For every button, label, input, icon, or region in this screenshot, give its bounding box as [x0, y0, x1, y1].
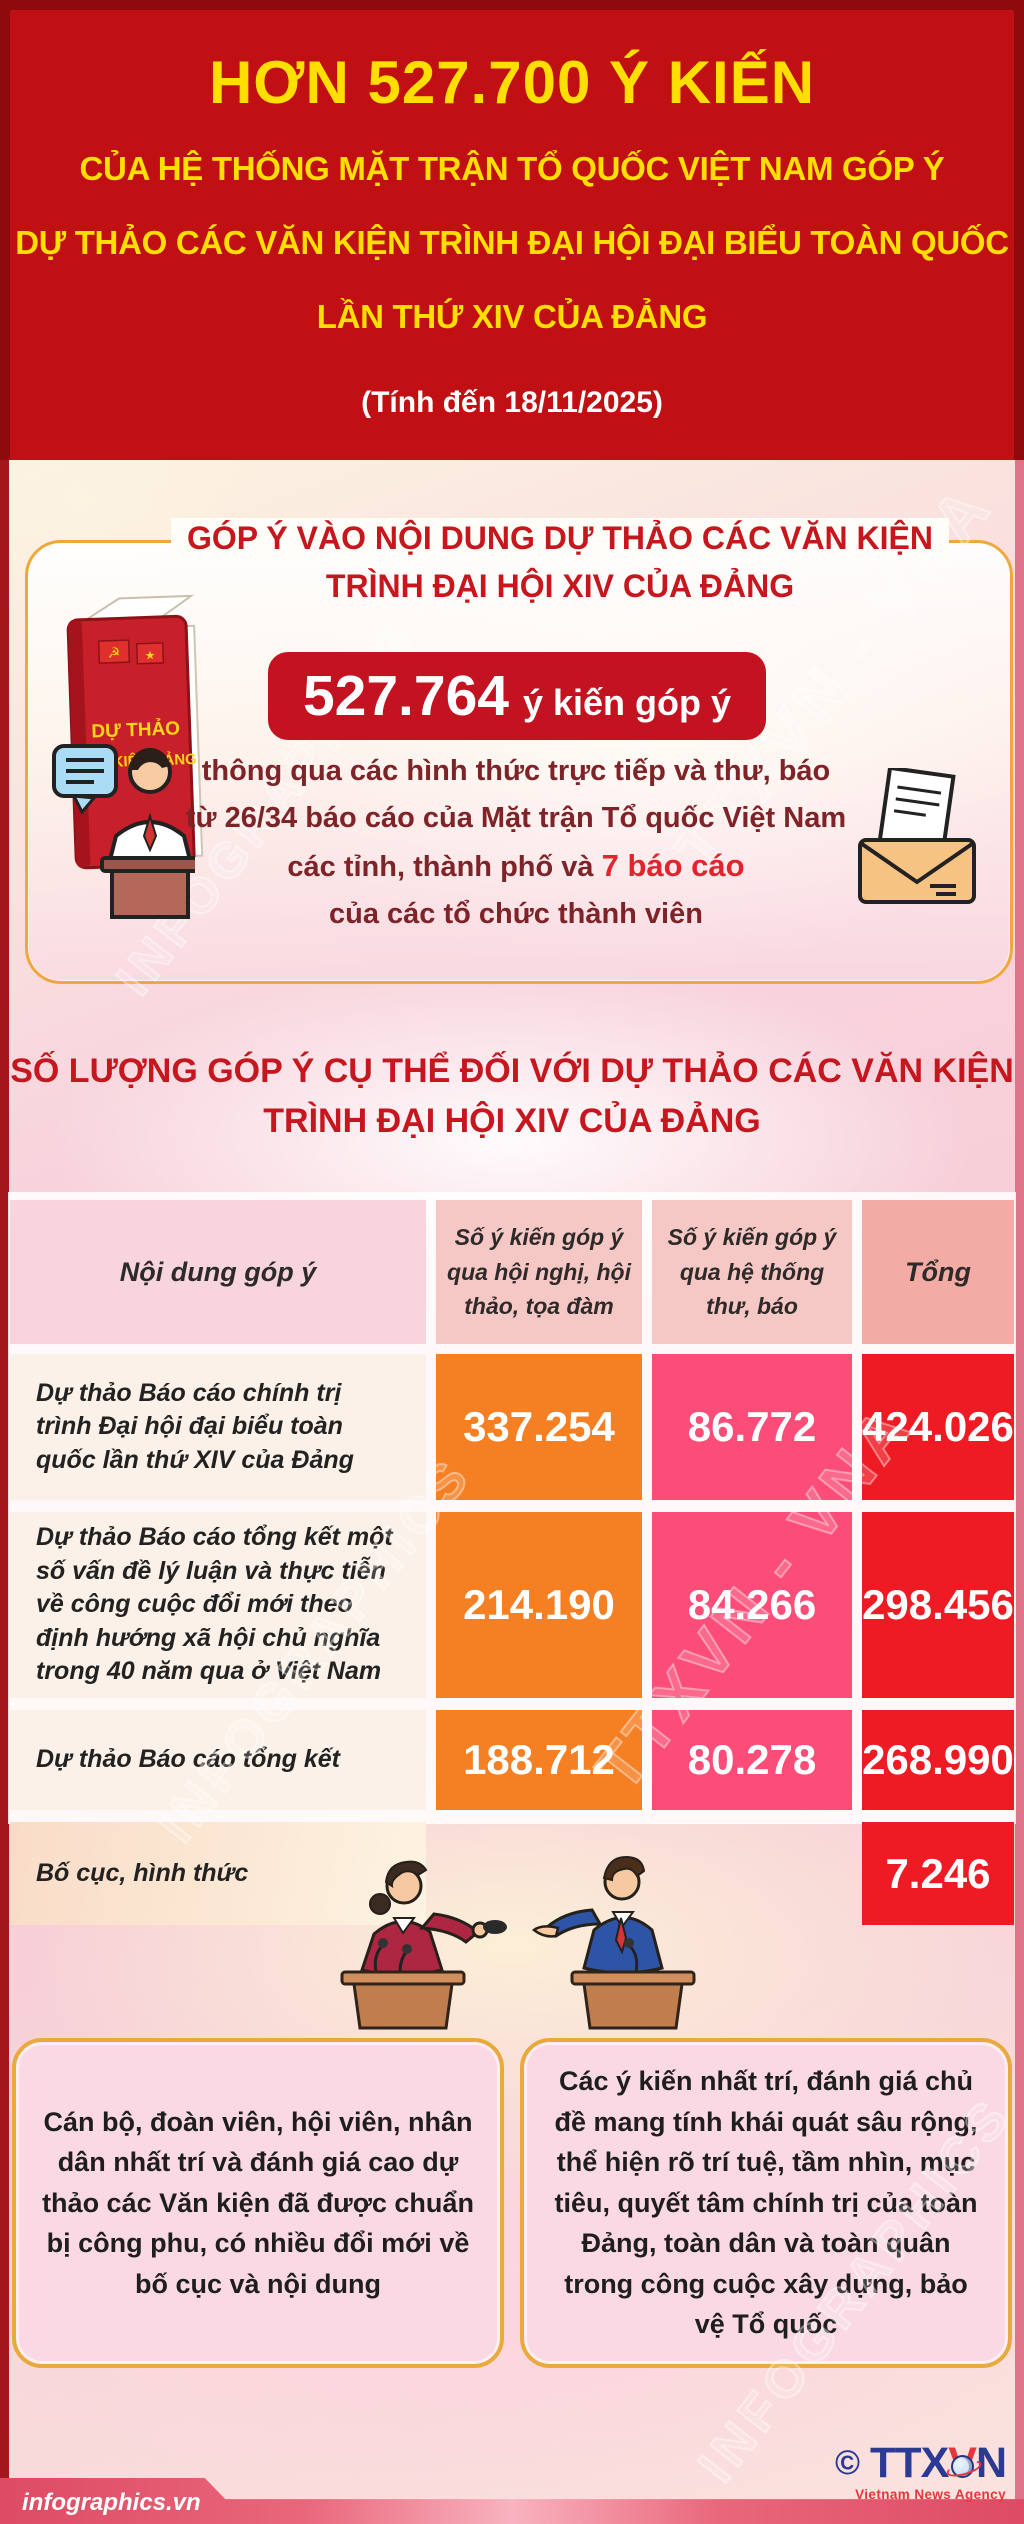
table-row-value-conference: 214.190 [436, 1512, 642, 1698]
table-row-value-total: 7.246 [862, 1822, 1014, 1925]
speaker-at-podium-icon [52, 744, 195, 919]
summary-description: thông qua các hình thức trực tiếp và thư… [148, 748, 884, 938]
highlight-7-reports: 7 báo cáo [601, 848, 745, 883]
svg-text:DỰ THẢO: DỰ THẢO [91, 717, 180, 742]
site-name: infographics.vn [22, 2489, 201, 2516]
logo-subtitle: Vietnam News Agency [855, 2487, 1006, 2502]
main-title: HƠN 527.700 Ý KIẾN [208, 49, 816, 116]
globe-icon [951, 2455, 975, 2478]
subtitle-line-1: CỦA HỆ THỐNG MẶT TRẬN TỔ QUỐC VIỆT NAM G… [79, 150, 945, 187]
date-note: (Tính đến 18/11/2025) [361, 386, 663, 419]
summary-desc-line-4: của các tổ chức thành viên [329, 898, 703, 930]
table-row-value-total: 268.990 [862, 1710, 1014, 1810]
mail-envelope-icon [858, 768, 976, 904]
svg-text:★: ★ [145, 648, 156, 662]
total-count-label: ý kiến góp ý [522, 682, 732, 723]
column-header-content: Nội dung góp ý [10, 1200, 426, 1344]
header-inner-panel [10, 10, 1014, 460]
table-row-value-mail: 80.278 [652, 1710, 852, 1810]
summary-title-line-2: TRÌNH ĐẠI HỘI XIV CỦA ĐẢNG [325, 568, 795, 604]
conclusion-text-right: Các ý kiến nhất trí, đánh giá chủ đề man… [554, 2066, 978, 2340]
table-row-value-total: 298.456 [862, 1512, 1014, 1698]
ttxvn-logo: © TTXVN Vietnam News Agency [834, 2439, 1007, 2503]
table-row-value-mail: 84.266 [652, 1512, 852, 1698]
table-row-value-conference: 188.712 [436, 1710, 642, 1810]
svg-text:☭: ☭ [107, 644, 120, 660]
column-header-total: Tổng [862, 1200, 1014, 1344]
two-debaters-illustration [340, 1855, 696, 2030]
conclusion-box-right: Các ý kiến nhất trí, đánh giá chủ đề man… [520, 2038, 1012, 2368]
table-row-value-mail: 86.772 [652, 1354, 852, 1500]
column-header-mail: Số ý kiến góp ý qua hệ thống thư, báo [652, 1200, 852, 1344]
table-title-line-1: SỐ LƯỢNG GÓP Ý CỤ THỂ ĐỐI VỚI DỰ THẢO CÁ… [10, 1052, 1014, 1090]
table-row-label: Dự thảo Báo cáo tổng kết [10, 1710, 426, 1810]
table-row-value-total: 424.026 [862, 1354, 1014, 1500]
total-count-pill: 527.764 ý kiến góp ý [268, 652, 766, 740]
table-row-label: Bố cục, hình thức [10, 1822, 426, 1925]
logo-ttx: TTX [870, 2439, 949, 2487]
header-banner: HƠN 527.700 Ý KIẾN CỦA HỆ THỐNG MẶT TRẬN… [0, 0, 1024, 460]
total-count-value: 527.764 [302, 664, 509, 728]
summary-desc-line-3: các tỉnh, thành phố và 7 báo cáo [287, 848, 745, 883]
subtitle-line-3: LẦN THỨ XIV CỦA ĐẢNG [316, 298, 708, 335]
logo-v: V [948, 2439, 977, 2487]
summary-title-line-1: GÓP Ý VÀO NỘI DUNG DỰ THẢO CÁC VĂN KIỆN [170, 518, 950, 559]
conclusion-box-left: Cán bộ, đoàn viên, hội viên, nhân dân nh… [12, 2038, 504, 2368]
subtitle-line-2: DỰ THẢO CÁC VĂN KIỆN TRÌNH ĐẠI HỘI ĐẠI B… [15, 224, 1009, 261]
summary-desc-line-2: từ 26/34 báo cáo của Mặt trận Tổ quốc Vi… [185, 802, 847, 834]
table-row-label: Dự thảo Báo cáo chính trị trình Đại hội … [10, 1354, 426, 1500]
right-edge-strip [1015, 460, 1024, 2524]
table-row-label: Dự thảo Báo cáo tổng kết một số vấn đề l… [10, 1512, 426, 1698]
table-title-line-2: TRÌNH ĐẠI HỘI XIV CỦA ĐẢNG [263, 1102, 761, 1140]
copyright-icon: © [834, 2444, 861, 2482]
conclusion-text-left: Cán bộ, đoàn viên, hội viên, nhân dân nh… [42, 2106, 474, 2299]
summary-desc-line-1: thông qua các hình thức trực tiếp và thư… [201, 755, 831, 787]
column-header-conference: Số ý kiến góp ý qua hội nghị, hội thảo, … [436, 1200, 642, 1344]
left-edge-strip [0, 460, 9, 2524]
table-row-value-conference: 337.254 [436, 1354, 642, 1500]
